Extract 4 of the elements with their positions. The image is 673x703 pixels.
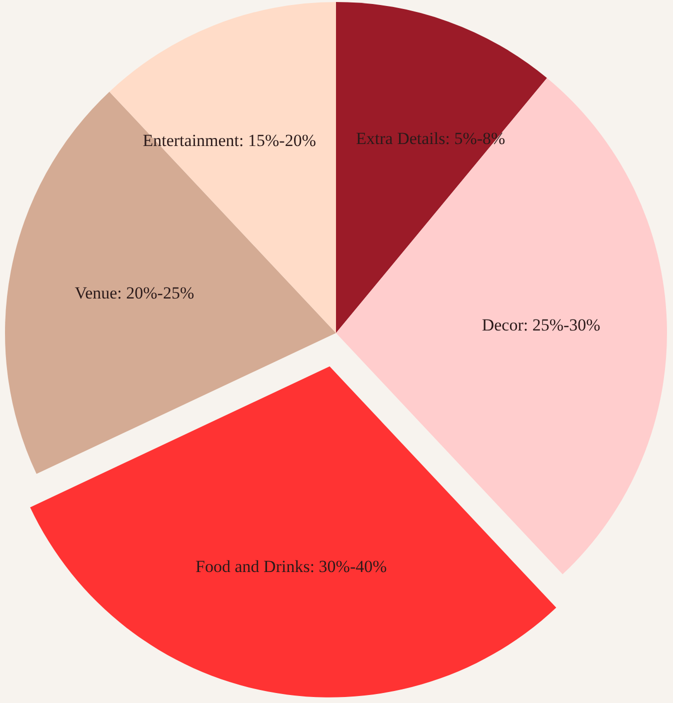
slice-label: Entertainment: 15%-20%	[142, 131, 316, 150]
slice-label: Decor: 25%-30%	[482, 315, 600, 334]
slice-label: Food and Drinks: 30%-40%	[196, 556, 387, 576]
slice-label: Venue: 20%-25%	[74, 283, 194, 302]
